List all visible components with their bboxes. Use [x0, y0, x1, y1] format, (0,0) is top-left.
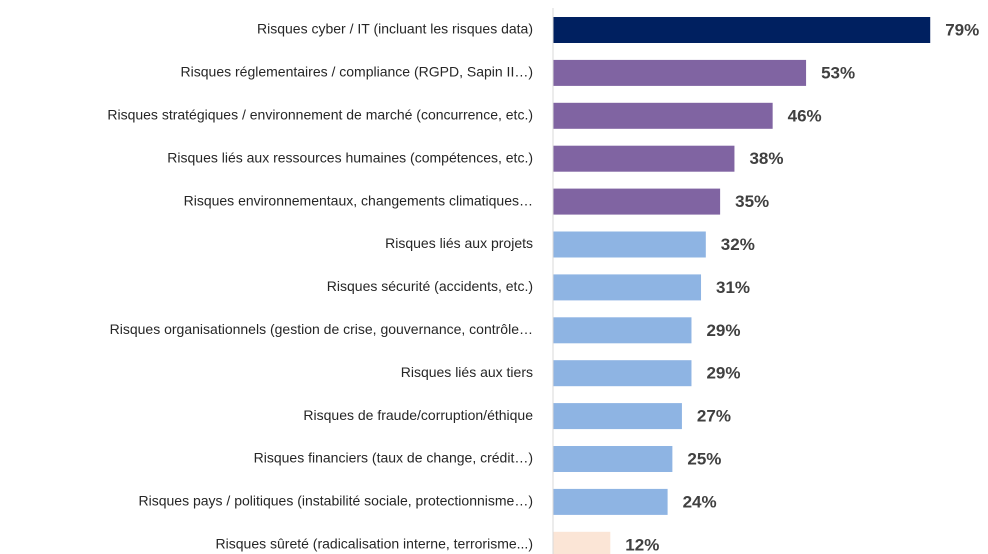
category-label: Risques de fraude/corruption/éthique	[303, 407, 533, 423]
category-label: Risques stratégiques / environnement de …	[107, 107, 533, 123]
bar	[553, 403, 682, 430]
bar	[553, 188, 721, 215]
bar	[553, 17, 931, 43]
value-label: 12%	[625, 535, 659, 554]
category-label: Risques sûreté (radicalisation interne, …	[216, 536, 533, 552]
bar	[553, 446, 673, 472]
value-label: 35%	[735, 192, 769, 211]
bar	[553, 59, 807, 86]
value-label: 29%	[706, 364, 740, 383]
bar	[553, 317, 692, 344]
value-label: 79%	[945, 20, 979, 39]
value-label: 53%	[821, 63, 855, 82]
category-label: Risques organisationnels (gestion de cri…	[110, 321, 533, 337]
category-label: Risques sécurité (accidents, etc.)	[327, 278, 533, 294]
category-label: Risques liés aux tiers	[401, 364, 533, 380]
value-label: 24%	[683, 492, 717, 511]
bar	[553, 145, 735, 172]
bar	[553, 102, 773, 129]
value-label: 29%	[706, 321, 740, 340]
value-label: 32%	[721, 235, 755, 254]
bar	[553, 360, 692, 387]
bar	[553, 274, 702, 301]
bar	[553, 488, 668, 515]
category-label: Risques liés aux projets	[385, 235, 533, 251]
bar	[553, 531, 611, 554]
category-label: Risques cyber / IT (incluant les risques…	[257, 21, 533, 37]
category-label: Risques environnementaux, changements cl…	[184, 192, 533, 208]
value-label: 38%	[749, 149, 783, 168]
value-label: 25%	[687, 449, 721, 468]
bar	[553, 231, 706, 258]
value-label: 31%	[716, 278, 750, 297]
category-label: Risques liés aux ressources humaines (co…	[167, 149, 533, 165]
value-label: 27%	[697, 407, 731, 426]
value-label: 46%	[788, 106, 822, 125]
category-label: Risques réglementaires / compliance (RGP…	[181, 64, 533, 80]
category-label: Risques financiers (taux de change, créd…	[254, 450, 533, 466]
category-label: Risques pays / politiques (instabilité s…	[138, 493, 533, 509]
